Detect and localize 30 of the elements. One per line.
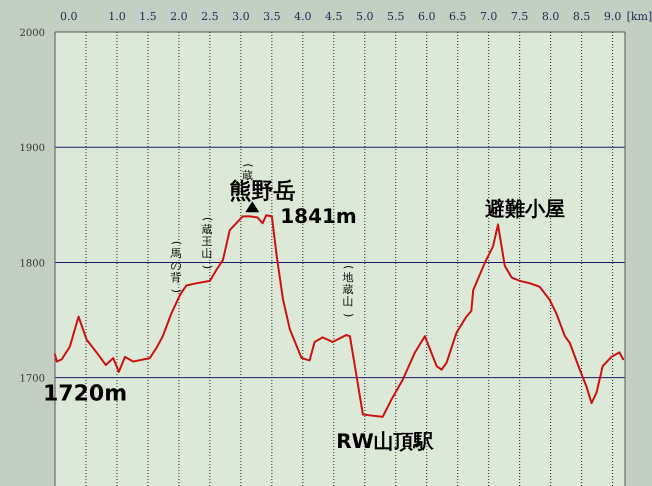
x-tick-label: 0.0 (60, 10, 78, 23)
x-tick-label: 8.5 (572, 10, 590, 23)
annotation: (馬の背) (169, 240, 183, 294)
x-tick-label: 2.0 (170, 10, 188, 23)
x-tick-label: 1.0 (108, 10, 126, 23)
x-tick-label: 6.0 (418, 10, 436, 23)
annotation: RW山頂駅 (336, 428, 435, 453)
annotation: (地蔵山) (342, 265, 356, 318)
x-tick-label: 7.5 (510, 10, 528, 23)
y-tick-label: 1700 (20, 374, 45, 385)
y-tick-label: 1900 (20, 143, 45, 154)
x-tick-label: 9.0 (604, 10, 622, 23)
x-tick-label: 6.5 (448, 10, 466, 23)
x-tick-label: 2.5 (201, 10, 219, 23)
annotation: 避難小屋 (484, 196, 565, 220)
y-tick-label: 2000 (20, 28, 45, 39)
annotation: 熊野岳 (229, 179, 296, 204)
annotation: 1841m (280, 204, 357, 228)
annotation: (蔵王山) (200, 216, 214, 270)
x-tick-label: 4.5 (325, 10, 343, 23)
x-tick-label: 5.5 (387, 10, 405, 23)
x-tick-label: 3.0 (232, 10, 250, 23)
x-tick-label: 5.0 (356, 10, 374, 23)
x-tick-label: 8.0 (542, 10, 560, 23)
x-tick-label: 1.5 (139, 10, 157, 23)
x-tick-label: 4.0 (294, 10, 312, 23)
x-tick-label: 7.0 (480, 10, 498, 23)
x-axis-title: [km] (626, 10, 652, 23)
x-tick-label: 3.5 (263, 10, 281, 23)
y-tick-label: 1800 (20, 258, 45, 270)
